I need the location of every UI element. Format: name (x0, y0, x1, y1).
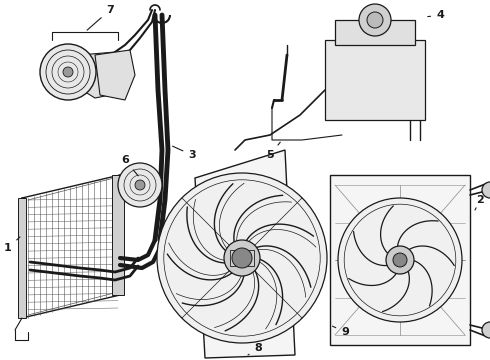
Text: 3: 3 (172, 146, 196, 160)
Text: 9: 9 (333, 326, 349, 337)
Text: 2: 2 (475, 195, 484, 210)
Bar (112, 175, 124, 295)
Text: 6: 6 (121, 155, 138, 176)
Circle shape (118, 163, 162, 207)
Polygon shape (195, 150, 295, 358)
Text: 1: 1 (4, 237, 20, 253)
Bar (230, 250, 254, 266)
Bar (335, 20, 415, 45)
Circle shape (338, 198, 462, 322)
Circle shape (157, 173, 327, 343)
Circle shape (40, 44, 96, 100)
Circle shape (482, 322, 490, 338)
Text: 8: 8 (248, 343, 262, 355)
Circle shape (386, 246, 414, 274)
Polygon shape (80, 52, 120, 98)
Circle shape (63, 67, 73, 77)
Circle shape (393, 253, 407, 267)
Bar (325, 40, 425, 120)
Bar (18, 198, 26, 318)
Text: 5: 5 (266, 142, 280, 160)
Circle shape (367, 12, 383, 28)
Circle shape (232, 248, 252, 268)
Bar (330, 175, 470, 345)
Text: 7: 7 (87, 5, 114, 30)
Circle shape (224, 240, 260, 276)
Circle shape (482, 182, 490, 198)
Polygon shape (95, 50, 135, 100)
Circle shape (359, 4, 391, 36)
Circle shape (135, 180, 145, 190)
Text: 4: 4 (428, 10, 444, 20)
